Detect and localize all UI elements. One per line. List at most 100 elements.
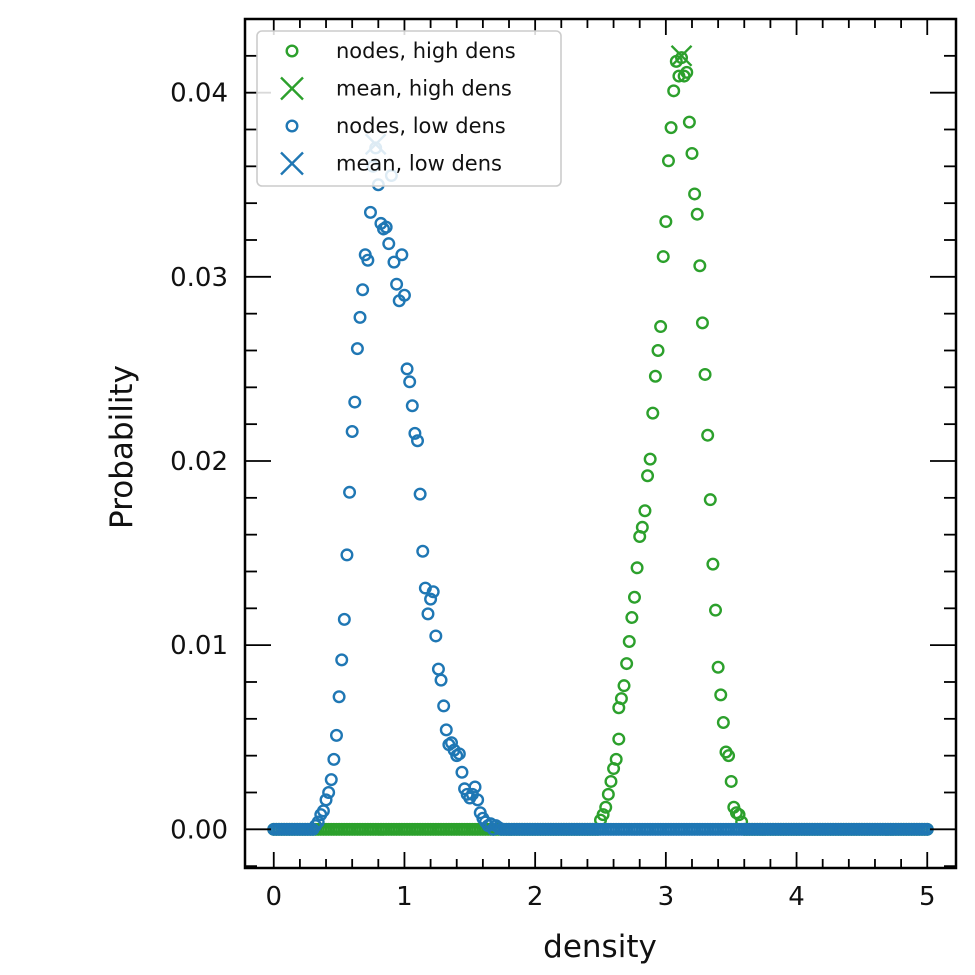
x-tick-label: 3 <box>658 882 675 912</box>
data-point <box>397 288 411 302</box>
legend-marker-circle <box>285 44 299 58</box>
data-point <box>421 607 435 621</box>
data-point <box>648 369 662 383</box>
tick-labels: 0 1 2 3 4 5 0.00 0.01 0.02 0.03 0.04 <box>170 79 935 912</box>
data-point <box>630 561 644 575</box>
data-point <box>709 603 723 617</box>
data-point <box>627 590 641 604</box>
data-point <box>620 657 634 671</box>
data-point <box>431 662 445 676</box>
data-point <box>340 548 354 562</box>
data-point <box>468 780 482 794</box>
data-point <box>353 310 367 324</box>
data-point <box>617 679 631 693</box>
data-point <box>439 723 453 737</box>
data-point <box>661 154 675 168</box>
legend-entry: nodes, high dens <box>285 39 516 63</box>
data-point <box>596 808 610 822</box>
data-point <box>416 544 430 558</box>
data-point <box>387 255 401 269</box>
data-point <box>390 277 404 291</box>
legend-box <box>256 30 562 187</box>
legend: nodes, high dens mean, high dens nodes, lo… <box>256 30 562 187</box>
data-point <box>638 504 652 518</box>
x-tick-label: 2 <box>527 882 544 912</box>
data-point <box>395 248 409 262</box>
data-point <box>322 785 336 799</box>
legend-label: nodes, high dens <box>336 39 516 63</box>
y-tick-label: 0.02 <box>170 447 228 477</box>
data-point <box>682 115 696 129</box>
data-point <box>724 774 738 788</box>
data-point <box>625 611 639 625</box>
data-point <box>732 808 746 822</box>
data-point <box>688 187 702 201</box>
data-point <box>424 592 438 606</box>
data-point <box>601 787 615 801</box>
y-axis-label: Probability <box>104 365 140 529</box>
data-point <box>656 250 670 264</box>
data-point <box>413 487 427 501</box>
data-point <box>641 469 655 483</box>
data-point <box>426 585 440 599</box>
legend-entry: nodes, low dens <box>285 114 506 138</box>
data-point <box>379 220 393 234</box>
data-point <box>664 121 678 135</box>
data-point <box>690 207 704 221</box>
data-point <box>701 428 715 442</box>
data-point <box>680 65 694 79</box>
data-point <box>604 774 618 788</box>
plot-frame <box>243 17 958 870</box>
data-point <box>408 426 422 440</box>
x-tick-label: 5 <box>919 882 936 912</box>
data-point <box>382 237 396 251</box>
data-point <box>698 367 712 381</box>
x-tick-label: 4 <box>788 882 805 912</box>
data-point <box>714 688 728 702</box>
legend-label: mean, high dens <box>336 77 512 101</box>
data-point <box>614 692 628 706</box>
legend-label: nodes, low dens <box>336 114 506 138</box>
data-point <box>667 84 681 98</box>
data-point <box>711 660 725 674</box>
data-point <box>332 690 346 704</box>
data-point <box>403 375 417 389</box>
data-point <box>599 800 613 814</box>
y-tick-label: 0.03 <box>170 263 228 293</box>
data-point <box>363 205 377 219</box>
x-axis-label: density <box>543 929 657 965</box>
data-point <box>343 485 357 499</box>
x-tick-label: 0 <box>265 882 282 912</box>
data-point <box>685 146 699 160</box>
x-tick-label: 1 <box>396 882 413 912</box>
legend-marker-x <box>280 151 304 176</box>
data-point <box>609 752 623 766</box>
series-nodes-low-dens <box>267 141 934 836</box>
data-point <box>693 259 707 273</box>
data-point <box>643 452 657 466</box>
data-point <box>635 520 649 534</box>
y-tick-label: 0.04 <box>170 79 228 109</box>
data-point <box>350 342 364 356</box>
legend-entry: mean, low dens <box>280 151 502 176</box>
y-tick-label: 0.00 <box>170 815 228 845</box>
legend-label: mean, low dens <box>336 152 502 176</box>
data-point <box>429 629 443 643</box>
data-point <box>324 773 338 787</box>
data-point <box>722 749 736 763</box>
y-tick-label: 0.01 <box>170 631 228 661</box>
data-point <box>356 283 370 297</box>
data-point <box>703 493 717 507</box>
data-point <box>361 253 375 267</box>
data-point <box>411 434 425 448</box>
legend-marker-x <box>280 76 304 101</box>
data-point <box>329 728 343 742</box>
mean-point <box>670 44 693 67</box>
data-point <box>471 793 485 807</box>
data-point <box>445 736 459 750</box>
legend-marker-circle <box>285 119 299 133</box>
data-point <box>455 765 469 779</box>
data-point <box>646 406 660 420</box>
data-point <box>612 732 626 746</box>
